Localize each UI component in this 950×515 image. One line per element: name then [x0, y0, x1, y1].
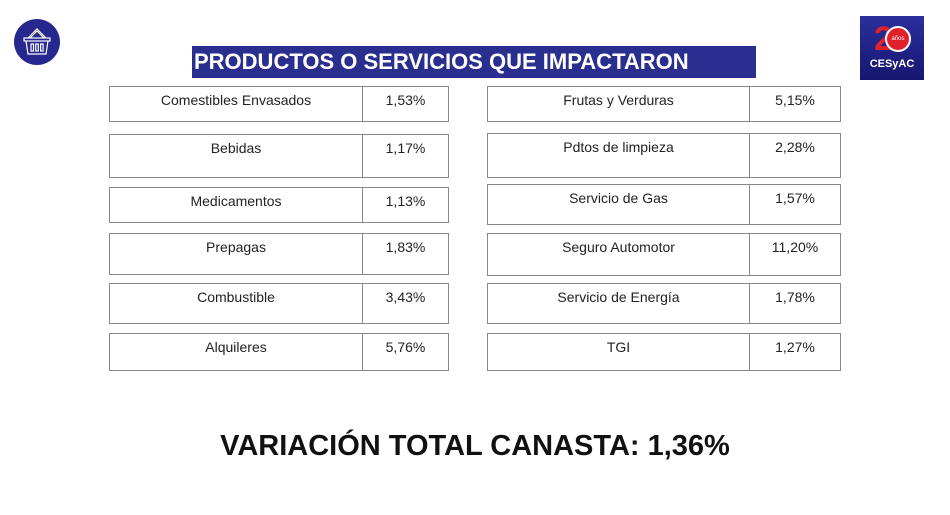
left-row-label: Combustible — [109, 283, 363, 324]
left-row-value: 1,53% — [362, 86, 449, 122]
right-row-label: Seguro Automotor — [487, 233, 750, 276]
right-row-value: 1,78% — [749, 283, 841, 324]
right-row-label: TGI — [487, 333, 750, 371]
logo-name: CESyAC — [869, 58, 915, 70]
right-row-value: 11,20% — [749, 233, 841, 276]
right-row-value: 2,28% — [749, 133, 841, 178]
cesyac-logo: 2 años CESyAC — [860, 16, 924, 80]
right-row-label: Servicio de Gas — [487, 184, 750, 225]
left-row-label: Prepagas — [109, 233, 363, 275]
total-variation: VARIACIÓN TOTAL CANASTA: 1,36% — [220, 430, 730, 462]
left-row-value: 3,43% — [362, 283, 449, 324]
left-row-value: 1,17% — [362, 134, 449, 178]
logo-badge: años — [885, 26, 911, 52]
right-row-value: 1,57% — [749, 184, 841, 225]
left-row-label: Alquileres — [109, 333, 363, 371]
basket-logo-icon — [14, 19, 60, 65]
right-row-value: 1,27% — [749, 333, 841, 371]
left-row-value: 1,13% — [362, 187, 449, 223]
right-row-value: 5,15% — [749, 86, 841, 122]
page-title: PRODUCTOS O SERVICIOS QUE IMPACTARON — [192, 46, 756, 78]
right-row-label: Frutas y Verduras — [487, 86, 750, 122]
left-row-label: Medicamentos — [109, 187, 363, 223]
right-row-label: Servicio de Energía — [487, 283, 750, 324]
right-row-label: Pdtos de limpieza — [487, 133, 750, 178]
left-row-label: Bebidas — [109, 134, 363, 178]
left-row-label: Comestibles Envasados — [109, 86, 363, 122]
left-row-value: 1,83% — [362, 233, 449, 275]
left-row-value: 5,76% — [362, 333, 449, 371]
